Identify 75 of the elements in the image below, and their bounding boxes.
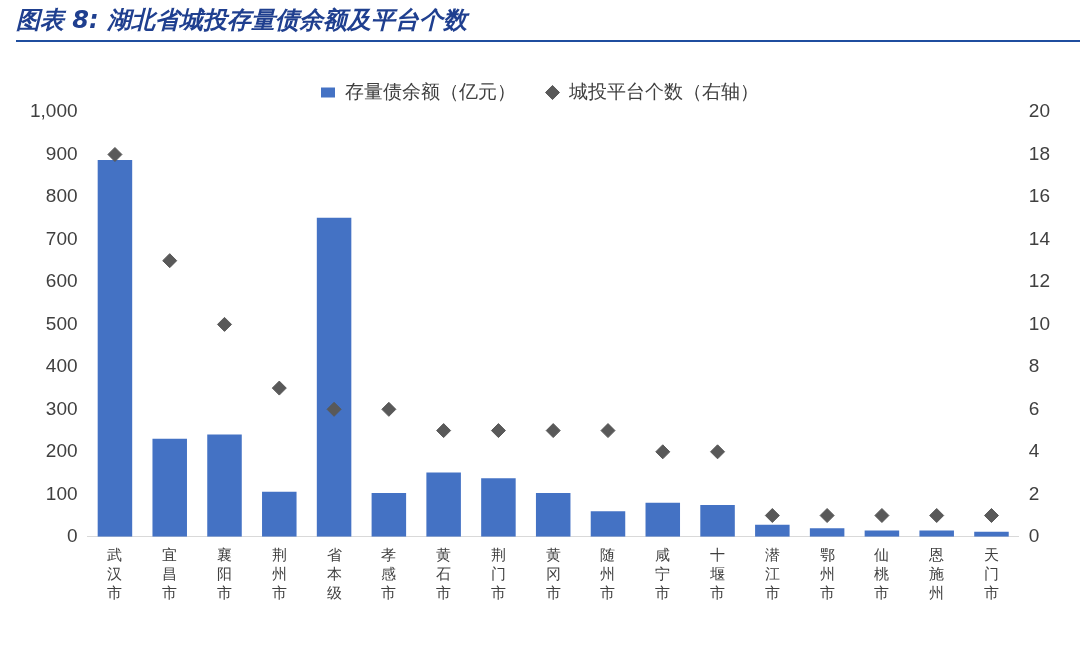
- bar: [262, 491, 297, 537]
- x-tick-label: 黄冈市: [545, 546, 561, 601]
- x-tick-label: 襄阳市: [217, 546, 233, 601]
- y2-tick-label: 0: [1028, 524, 1040, 546]
- point: [107, 146, 123, 162]
- bar: [371, 493, 407, 537]
- point: [381, 401, 397, 417]
- point: [929, 508, 945, 524]
- x-tick-label: 黄石市: [436, 546, 452, 601]
- bar: [535, 493, 571, 537]
- point: [490, 423, 506, 439]
- bar: [97, 160, 133, 537]
- chart-title: 图表 8: 湖北省城投存量债余额及平台个数: [16, 4, 1080, 42]
- x-tick-label: 孝感市: [381, 546, 397, 601]
- bar: [919, 530, 954, 537]
- bar: [152, 438, 187, 537]
- bar: [700, 504, 735, 537]
- y-tick-label: 500: [45, 312, 78, 334]
- y2-tick-label: 6: [1028, 397, 1040, 419]
- legend-label: 城投平台个数（右轴）: [568, 80, 759, 102]
- y2-tick-label: 4: [1028, 440, 1040, 462]
- y2-tick-label: 16: [1028, 185, 1051, 207]
- y-tick-label: 100: [45, 482, 78, 504]
- y-tick-label: 1,000: [30, 100, 78, 122]
- y2-tick-label: 12: [1028, 270, 1051, 292]
- x-tick-label: 恩施州: [928, 546, 945, 601]
- point: [271, 380, 287, 396]
- x-tick-label: 宜昌市: [162, 546, 178, 601]
- x-tick-label: 随州市: [600, 546, 616, 601]
- x-tick-label: 仙桃市: [874, 546, 890, 601]
- y-tick-label: 800: [45, 185, 78, 207]
- y-tick-label: 300: [45, 397, 78, 419]
- point: [217, 316, 233, 332]
- x-tick-label: 十堰市: [709, 546, 726, 601]
- x-tick-label: 荆门市: [490, 546, 506, 601]
- y-tick-label: 900: [45, 142, 78, 164]
- bar: [809, 528, 845, 537]
- bar: [755, 524, 790, 537]
- y-tick-label: 200: [45, 440, 78, 462]
- y-tick-label: 600: [45, 270, 78, 292]
- bar: [864, 530, 900, 537]
- bar: [481, 478, 516, 537]
- point: [655, 444, 671, 460]
- point: [326, 401, 342, 417]
- y-tick-label: 700: [45, 227, 78, 249]
- y-tick-label: 400: [45, 355, 78, 377]
- x-tick-label: 鄂州市: [819, 546, 835, 601]
- bar: [426, 472, 461, 537]
- bar: [590, 511, 626, 537]
- y2-tick-label: 18: [1028, 142, 1051, 164]
- x-tick-label: 天门市: [983, 546, 999, 601]
- point: [545, 423, 561, 439]
- point: [874, 508, 890, 524]
- x-tick-label: 咸宁市: [655, 546, 671, 601]
- y2-tick-label: 10: [1028, 312, 1051, 334]
- x-tick-label: 荆州市: [271, 546, 287, 601]
- point: [983, 508, 999, 524]
- y2-tick-label: 14: [1028, 227, 1051, 249]
- point: [710, 444, 726, 460]
- bar: [316, 217, 352, 537]
- point: [600, 423, 616, 439]
- bar: [207, 434, 242, 537]
- point: [162, 253, 178, 269]
- point: [819, 508, 835, 524]
- y-tick-label: 0: [66, 524, 78, 546]
- x-tick-label: 省本级: [326, 546, 342, 601]
- x-tick-label: 武汉市: [107, 546, 123, 601]
- y2-tick-label: 2: [1028, 482, 1040, 504]
- point: [764, 508, 780, 524]
- x-tick-label: 潜江市: [764, 546, 780, 601]
- point: [436, 423, 452, 439]
- y2-tick-label: 20: [1028, 100, 1051, 122]
- y2-tick-label: 8: [1028, 355, 1040, 377]
- legend-label: 存量债余额（亿元）: [344, 80, 516, 102]
- bar: [645, 502, 681, 537]
